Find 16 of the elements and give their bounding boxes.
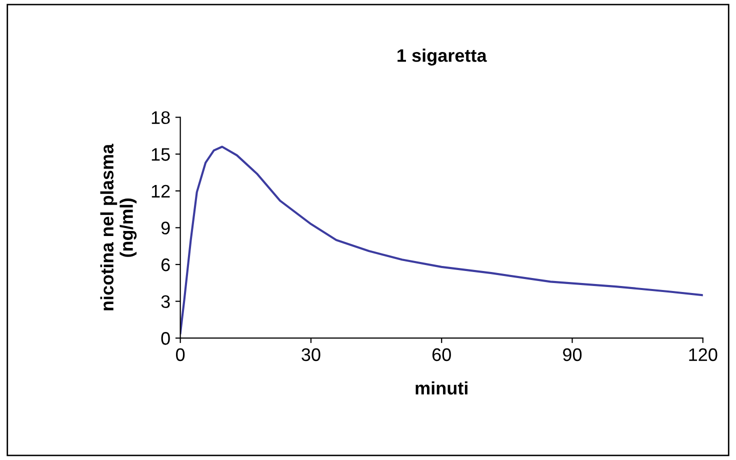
- y-tick-label: 6: [161, 258, 170, 272]
- y-tick-label: 9: [161, 222, 170, 234]
- y-axis-title: nicotina nel plasma (ng/ml): [100, 144, 137, 310]
- x-tick-label: 30: [302, 348, 320, 362]
- x-tick-label: 60: [432, 348, 451, 362]
- y-tick-label: 3: [161, 295, 170, 308]
- x-tick-label: 90: [563, 348, 582, 362]
- y-tick-label: 18: [152, 111, 170, 124]
- x-tick-label: 0: [176, 348, 185, 362]
- y-tick-label: 0: [161, 332, 170, 345]
- line-series: [180, 146, 703, 334]
- y-tick-label: 15: [152, 148, 170, 161]
- chart-title: 1 sigaretta: [398, 48, 487, 66]
- y-tick-label: 12: [152, 184, 170, 198]
- x-tick-label: 120: [689, 348, 718, 362]
- x-axis-title: minuti: [416, 381, 468, 395]
